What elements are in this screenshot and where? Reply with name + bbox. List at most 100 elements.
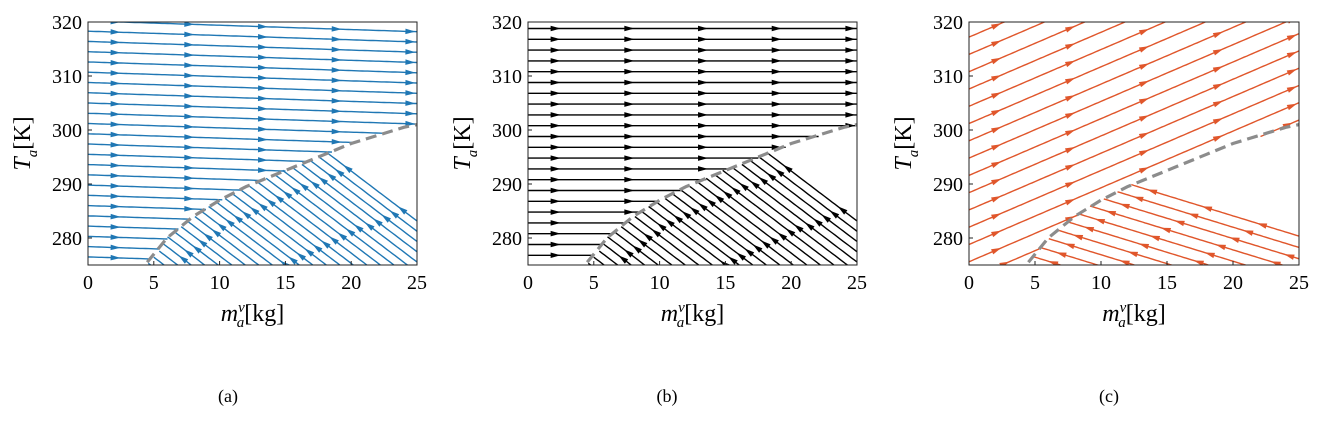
streamline <box>88 133 357 144</box>
stream-arrow <box>257 126 269 132</box>
stream-arrow <box>1160 227 1172 234</box>
stream-arrow <box>714 194 725 204</box>
stream-arrow <box>1138 115 1150 122</box>
stream-arrow <box>665 219 675 228</box>
stream-arrow <box>845 79 856 86</box>
stream-arrow <box>785 228 796 237</box>
panel-b: 0 5 10 15 20 25 280 290 300 310 320 mv a[kg] Ta[K] (b) <box>450 12 867 407</box>
stream-arrow <box>1138 80 1150 88</box>
x-axis-label: mv a[kg] <box>661 300 725 331</box>
stream-arrow <box>110 39 121 45</box>
stream-arrow <box>225 219 235 228</box>
stream-arrow <box>1286 34 1297 41</box>
streamline <box>1067 221 1211 265</box>
x-tick-label: 20 <box>781 272 801 294</box>
stream-arrow <box>110 80 121 86</box>
stream-arrow <box>405 79 416 86</box>
stream-arrow <box>1119 260 1130 265</box>
y-tick-label: 290 <box>492 174 522 196</box>
streamline <box>639 209 714 265</box>
stream-arrow <box>774 168 785 178</box>
axes-frame <box>87 21 418 266</box>
stream-arrow <box>550 112 561 118</box>
y-tick-label: 280 <box>933 228 963 250</box>
streamline <box>969 22 1047 56</box>
streamline <box>167 236 206 265</box>
stream-arrow <box>637 239 648 248</box>
plot-area <box>88 22 417 265</box>
stream-arrow <box>1147 189 1158 196</box>
stream-arrow <box>1212 83 1224 90</box>
stream-arrow <box>405 69 416 76</box>
stream-arrow <box>257 23 269 30</box>
stream-arrow <box>184 206 195 212</box>
y-tick-label: 300 <box>52 120 82 142</box>
stream-arrow <box>771 25 782 32</box>
stream-arrow <box>1284 254 1295 260</box>
stream-arrow <box>1072 234 1084 241</box>
stream-arrow <box>290 186 301 196</box>
stream-arrow <box>216 223 227 232</box>
stream-arrow <box>405 38 416 45</box>
streamline <box>969 22 1288 159</box>
stream-arrow <box>266 198 276 208</box>
stream-arrow <box>624 176 635 183</box>
x-tick-label: 0 <box>964 272 974 294</box>
x-tick-label: 5 <box>589 272 599 294</box>
x-axis-label: mv a[kg] <box>1102 300 1166 331</box>
y-tick-label: 290 <box>933 174 963 196</box>
y-tick-label: 280 <box>52 228 82 250</box>
stream-arrow <box>282 190 293 200</box>
stream-arrow <box>296 252 307 261</box>
x-tick-label: 10 <box>210 272 230 294</box>
stream-arrow <box>550 58 561 64</box>
stream-arrow <box>1138 132 1150 140</box>
stream-arrow <box>331 26 342 32</box>
stream-arrow <box>766 172 777 182</box>
stream-arrow <box>1193 260 1205 265</box>
streamline <box>969 12 988 20</box>
stream-arrow <box>1215 244 1227 251</box>
stream-arrow <box>326 172 337 182</box>
y-tick-label: 310 <box>933 66 963 88</box>
stream-arrow <box>257 157 269 163</box>
stream-arrow <box>1064 95 1076 102</box>
stream-arrow <box>698 122 709 129</box>
stream-arrow <box>698 90 709 97</box>
stream-arrow <box>804 222 815 231</box>
stream-arrow <box>1064 26 1076 33</box>
streamline <box>88 71 417 84</box>
streamline <box>757 155 857 232</box>
stream-arrow <box>728 256 738 265</box>
stream-arrow <box>110 213 121 220</box>
stream-arrow <box>1149 235 1161 242</box>
stream-arrow <box>829 210 840 219</box>
stream-arrow <box>304 248 315 257</box>
stream-arrow <box>771 122 782 129</box>
stream-arrow <box>405 100 416 106</box>
x-tick-label: 15 <box>275 272 295 294</box>
streamline <box>634 216 700 265</box>
stream-arrow <box>624 122 635 129</box>
stream-arrow <box>821 214 831 223</box>
x-tick-label: 5 <box>149 272 159 294</box>
stream-arrow <box>1138 28 1150 36</box>
stream-arrow <box>178 255 189 264</box>
stream-arrow <box>624 198 635 205</box>
stream-arrow <box>750 180 760 190</box>
stream-arrow <box>624 79 635 86</box>
stream-arrow <box>331 139 342 145</box>
streamline <box>88 102 417 115</box>
stream-arrow <box>1213 14 1223 20</box>
streamline <box>1078 213 1248 265</box>
stream-arrow <box>257 136 269 143</box>
stream-arrow <box>813 218 823 227</box>
stream-arrow <box>624 68 635 75</box>
stream-arrow <box>184 113 195 120</box>
stream-arrow <box>331 56 342 63</box>
stream-arrow <box>698 47 709 53</box>
stream-arrow <box>783 164 793 174</box>
stream-arrow <box>991 196 1002 203</box>
stream-arrow <box>624 101 635 107</box>
stream-arrow <box>258 202 268 212</box>
